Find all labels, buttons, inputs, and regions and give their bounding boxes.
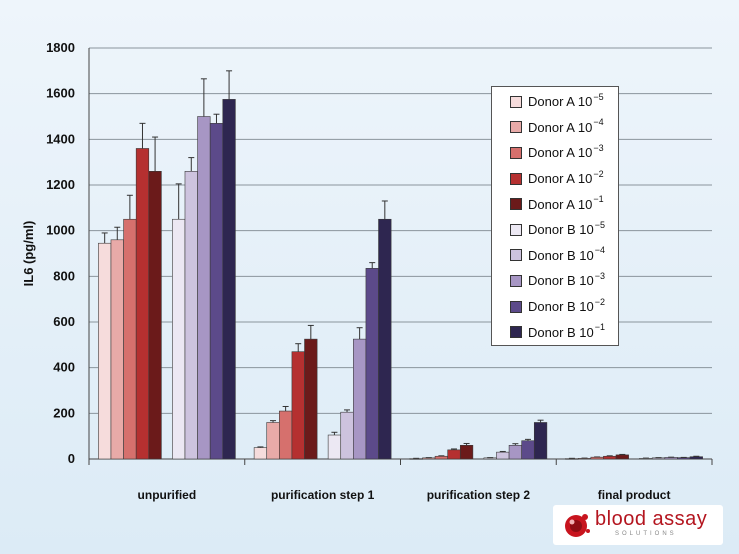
category-label: purification step 2 bbox=[427, 488, 531, 502]
y-tick-label: 600 bbox=[53, 314, 75, 329]
bar bbox=[291, 351, 305, 460]
bar bbox=[110, 239, 124, 460]
legend-label: Donor B 10 bbox=[528, 247, 594, 263]
legend-item: Donor B 10 −3 bbox=[492, 268, 618, 294]
legend-swatch bbox=[510, 121, 522, 134]
legend-swatch bbox=[510, 274, 522, 287]
bar bbox=[447, 449, 461, 460]
legend-label: Donor B 10 bbox=[528, 299, 594, 315]
legend-item: Donor B 10 −4 bbox=[492, 243, 618, 269]
bar bbox=[148, 171, 162, 460]
bar bbox=[459, 444, 474, 460]
y-axis-label: IL6 (pg/ml) bbox=[21, 221, 36, 287]
legend: Donor A 10 −5 Donor A 10 −4 Donor A 10 −3 Dono… bbox=[491, 86, 619, 346]
bar bbox=[222, 99, 236, 460]
legend-exponent: −2 bbox=[593, 168, 604, 179]
logo: blood assay SOLUTIONS bbox=[553, 505, 723, 545]
legend-label: Donor A 10 bbox=[528, 94, 593, 110]
bar bbox=[378, 218, 392, 460]
bar bbox=[615, 454, 629, 460]
legend-exponent: −5 bbox=[594, 219, 606, 230]
legend-exponent: −4 bbox=[594, 245, 606, 256]
bar bbox=[209, 123, 224, 460]
legend-item: Donor A 10 −5 bbox=[492, 89, 618, 115]
legend-swatch bbox=[510, 326, 522, 339]
legend-item: Donor B 10 −5 bbox=[492, 217, 618, 243]
y-tick-label: 1400 bbox=[46, 131, 75, 146]
legend-swatch bbox=[510, 249, 522, 262]
bar bbox=[508, 444, 522, 460]
legend-label: Donor B 10 bbox=[528, 273, 594, 289]
bar bbox=[434, 455, 448, 460]
category-label: unpurified bbox=[138, 488, 197, 502]
bar bbox=[603, 455, 617, 460]
legend-label: Donor B 10 bbox=[528, 222, 594, 238]
legend-exponent: −5 bbox=[593, 91, 604, 102]
bar bbox=[279, 410, 293, 460]
y-tick-label: 400 bbox=[53, 360, 75, 375]
y-tick-label: 800 bbox=[53, 268, 75, 283]
bar bbox=[689, 456, 703, 460]
bar bbox=[590, 456, 604, 460]
legend-item: Donor A 10 −3 bbox=[492, 140, 618, 166]
legend-swatch bbox=[510, 300, 522, 313]
bar bbox=[304, 338, 318, 460]
y-tick-label: 200 bbox=[53, 405, 75, 420]
legend-exponent: −1 bbox=[594, 322, 606, 333]
y-tick-label: 0 bbox=[68, 451, 75, 466]
bar bbox=[496, 451, 510, 460]
bar bbox=[135, 148, 150, 460]
blood-drop-icon bbox=[565, 514, 590, 537]
bar bbox=[266, 422, 280, 460]
legend-swatch bbox=[510, 198, 522, 211]
legend-swatch bbox=[510, 223, 522, 236]
y-tick-label: 1200 bbox=[46, 177, 75, 192]
legend-item: Donor A 10 −4 bbox=[492, 115, 618, 141]
legend-label: Donor A 10 bbox=[528, 171, 593, 187]
legend-exponent: −3 bbox=[594, 270, 606, 281]
bar bbox=[184, 171, 198, 460]
legend-label: Donor B 10 bbox=[528, 324, 594, 340]
legend-exponent: −4 bbox=[593, 117, 604, 128]
y-tick-label: 1600 bbox=[46, 86, 75, 101]
bar bbox=[197, 116, 211, 460]
bar bbox=[172, 218, 186, 460]
logo-name: blood assay bbox=[595, 508, 708, 530]
legend-label: Donor A 10 bbox=[528, 145, 593, 161]
legend-label: Donor A 10 bbox=[528, 196, 593, 212]
logo-subtitle: SOLUTIONS bbox=[615, 531, 677, 537]
legend-swatch bbox=[510, 172, 522, 185]
bar bbox=[533, 422, 548, 460]
bar bbox=[365, 268, 379, 460]
bar bbox=[340, 411, 354, 460]
legend-label: Donor A 10 bbox=[528, 119, 593, 135]
legend-item: Donor A 10 −2 bbox=[492, 166, 618, 192]
y-tick-label: 1000 bbox=[46, 223, 75, 238]
legend-item: Donor A 10 −1 bbox=[492, 191, 618, 217]
category-label: final product bbox=[598, 488, 671, 502]
bar bbox=[353, 338, 367, 460]
bar bbox=[98, 242, 112, 460]
bar bbox=[123, 218, 137, 460]
legend-item: Donor B 10 −1 bbox=[492, 319, 618, 345]
y-tick-label: 1800 bbox=[46, 40, 75, 55]
legend-exponent: −3 bbox=[593, 142, 604, 153]
legend-item: Donor B 10 −2 bbox=[492, 294, 618, 320]
bar bbox=[253, 447, 268, 460]
category-label: purification step 1 bbox=[271, 488, 375, 502]
legend-swatch bbox=[510, 146, 522, 159]
bar bbox=[521, 440, 535, 460]
legend-exponent: −2 bbox=[594, 296, 606, 307]
legend-exponent: −1 bbox=[593, 194, 604, 205]
bar bbox=[327, 434, 342, 460]
legend-swatch bbox=[510, 95, 522, 108]
